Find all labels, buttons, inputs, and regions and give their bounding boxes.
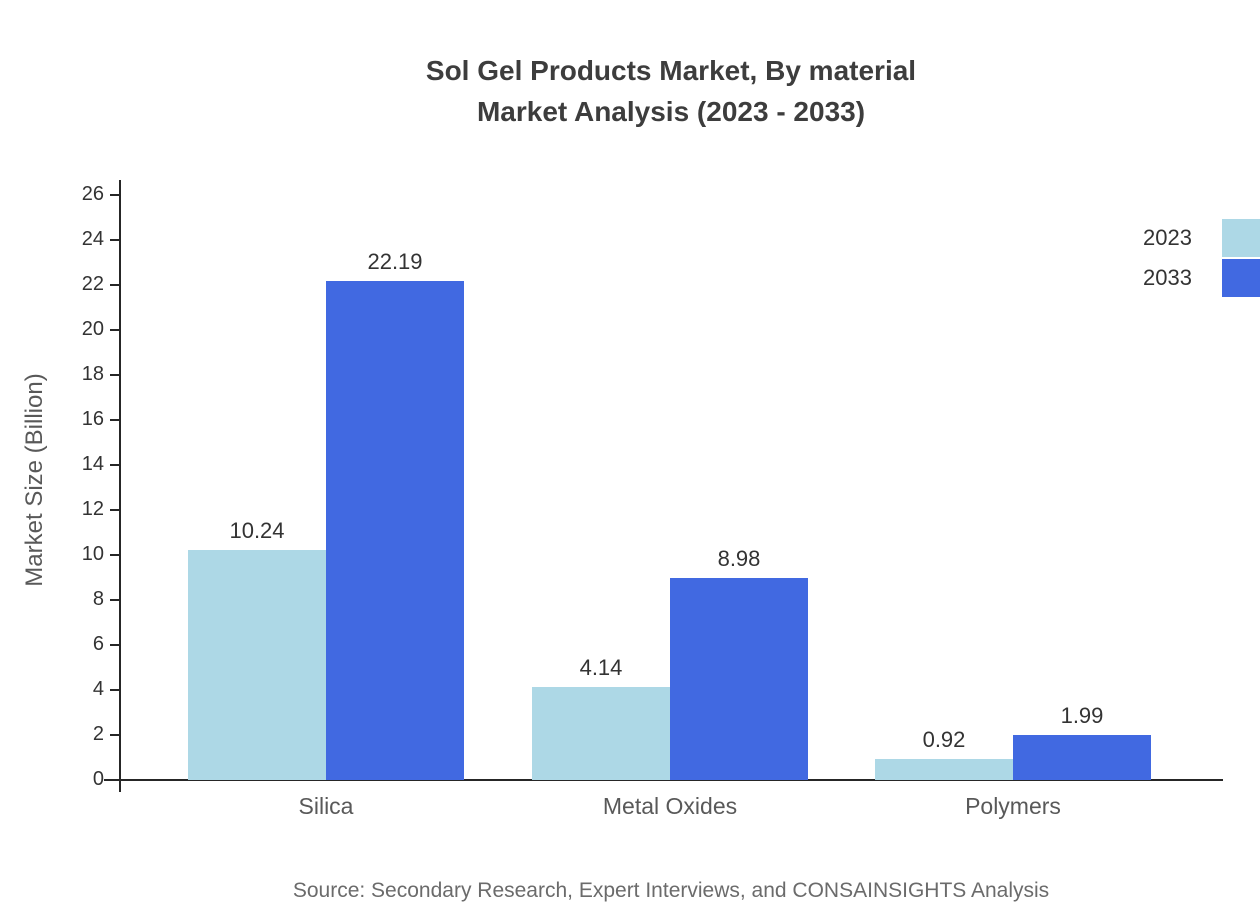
y-axis-tick [110, 239, 120, 241]
y-axis-tick-label: 20 [81, 318, 104, 340]
y-axis-tick-label: 26 [81, 183, 104, 205]
chart-title-line-2: Market Analysis (2023 - 2033) [476, 96, 866, 127]
source-note: Source: Secondary Research, Expert Inter… [292, 879, 1050, 902]
x-axis-category-label-silica: Silica [298, 793, 354, 819]
bar-value-label-2023-silica: 10.24 [229, 517, 285, 543]
x-axis-category-label-polymers: Polymers [965, 793, 1061, 819]
bar-2023-polymers [875, 759, 1013, 780]
chart-title-line-1: Sol Gel Products Market, By material [425, 55, 917, 86]
y-axis-tick [110, 329, 120, 331]
bar-value-label-2033-metal-oxides: 8.98 [717, 545, 761, 571]
y-axis-tick-label: 2 [92, 723, 104, 745]
bar-value-label-2023-metal-oxides: 4.14 [579, 654, 623, 680]
y-axis-tick [110, 509, 120, 511]
y-axis-tick [110, 689, 120, 691]
y-axis-tick-label: 16 [81, 408, 104, 430]
y-axis-tick [110, 194, 120, 196]
y-axis-tick [110, 599, 120, 601]
y-axis-tick [110, 419, 120, 421]
y-axis-tick-label: 14 [81, 453, 104, 475]
bar-2033-polymers [1013, 735, 1151, 780]
legend-item-2023: 2023 [1143, 219, 1260, 257]
bar-2023-metal-oxides [532, 686, 670, 780]
legend-label-2023: 2023 [1143, 225, 1192, 250]
y-axis-tick [110, 374, 120, 376]
y-axis-tick-label: 12 [81, 498, 104, 520]
y-axis-tick-label: 6 [92, 633, 104, 655]
chart-title: Sol Gel Products Market, By material Mar… [120, 50, 1222, 132]
y-axis-tick-label: 8 [92, 588, 104, 610]
bar-2033-metal-oxides [670, 577, 808, 780]
legend-swatch-2033 [1222, 259, 1260, 297]
y-axis-line [119, 180, 121, 792]
y-axis-tick-label: 24 [81, 228, 104, 250]
legend: 2023 2033 [1143, 219, 1260, 299]
x-axis-category-label-metal-oxides: Metal Oxides [602, 793, 738, 819]
legend-label-2033: 2033 [1143, 265, 1192, 290]
bar-value-label-2023-polymers: 0.92 [922, 727, 966, 753]
legend-item-2033: 2033 [1143, 259, 1260, 297]
y-axis-tick [110, 284, 120, 286]
y-axis-tick-label: 22 [81, 273, 104, 295]
y-axis-tick-label: 4 [92, 678, 104, 700]
bar-value-label-2033-silica: 22.19 [367, 248, 423, 274]
bar-2023-silica [188, 549, 326, 780]
y-axis-tick [110, 734, 120, 736]
y-axis-tick [110, 554, 120, 556]
y-axis-tick-label: 0 [92, 768, 104, 790]
bar-2033-silica [326, 280, 464, 780]
legend-swatch-2023 [1222, 219, 1260, 257]
x-axis-line [104, 779, 1223, 781]
bar-value-label-2033-polymers: 1.99 [1060, 703, 1104, 729]
y-axis-tick [110, 464, 120, 466]
y-axis-tick-label: 10 [81, 543, 104, 565]
y-axis-tick-label: 18 [81, 363, 104, 385]
y-axis-tick [110, 644, 120, 646]
